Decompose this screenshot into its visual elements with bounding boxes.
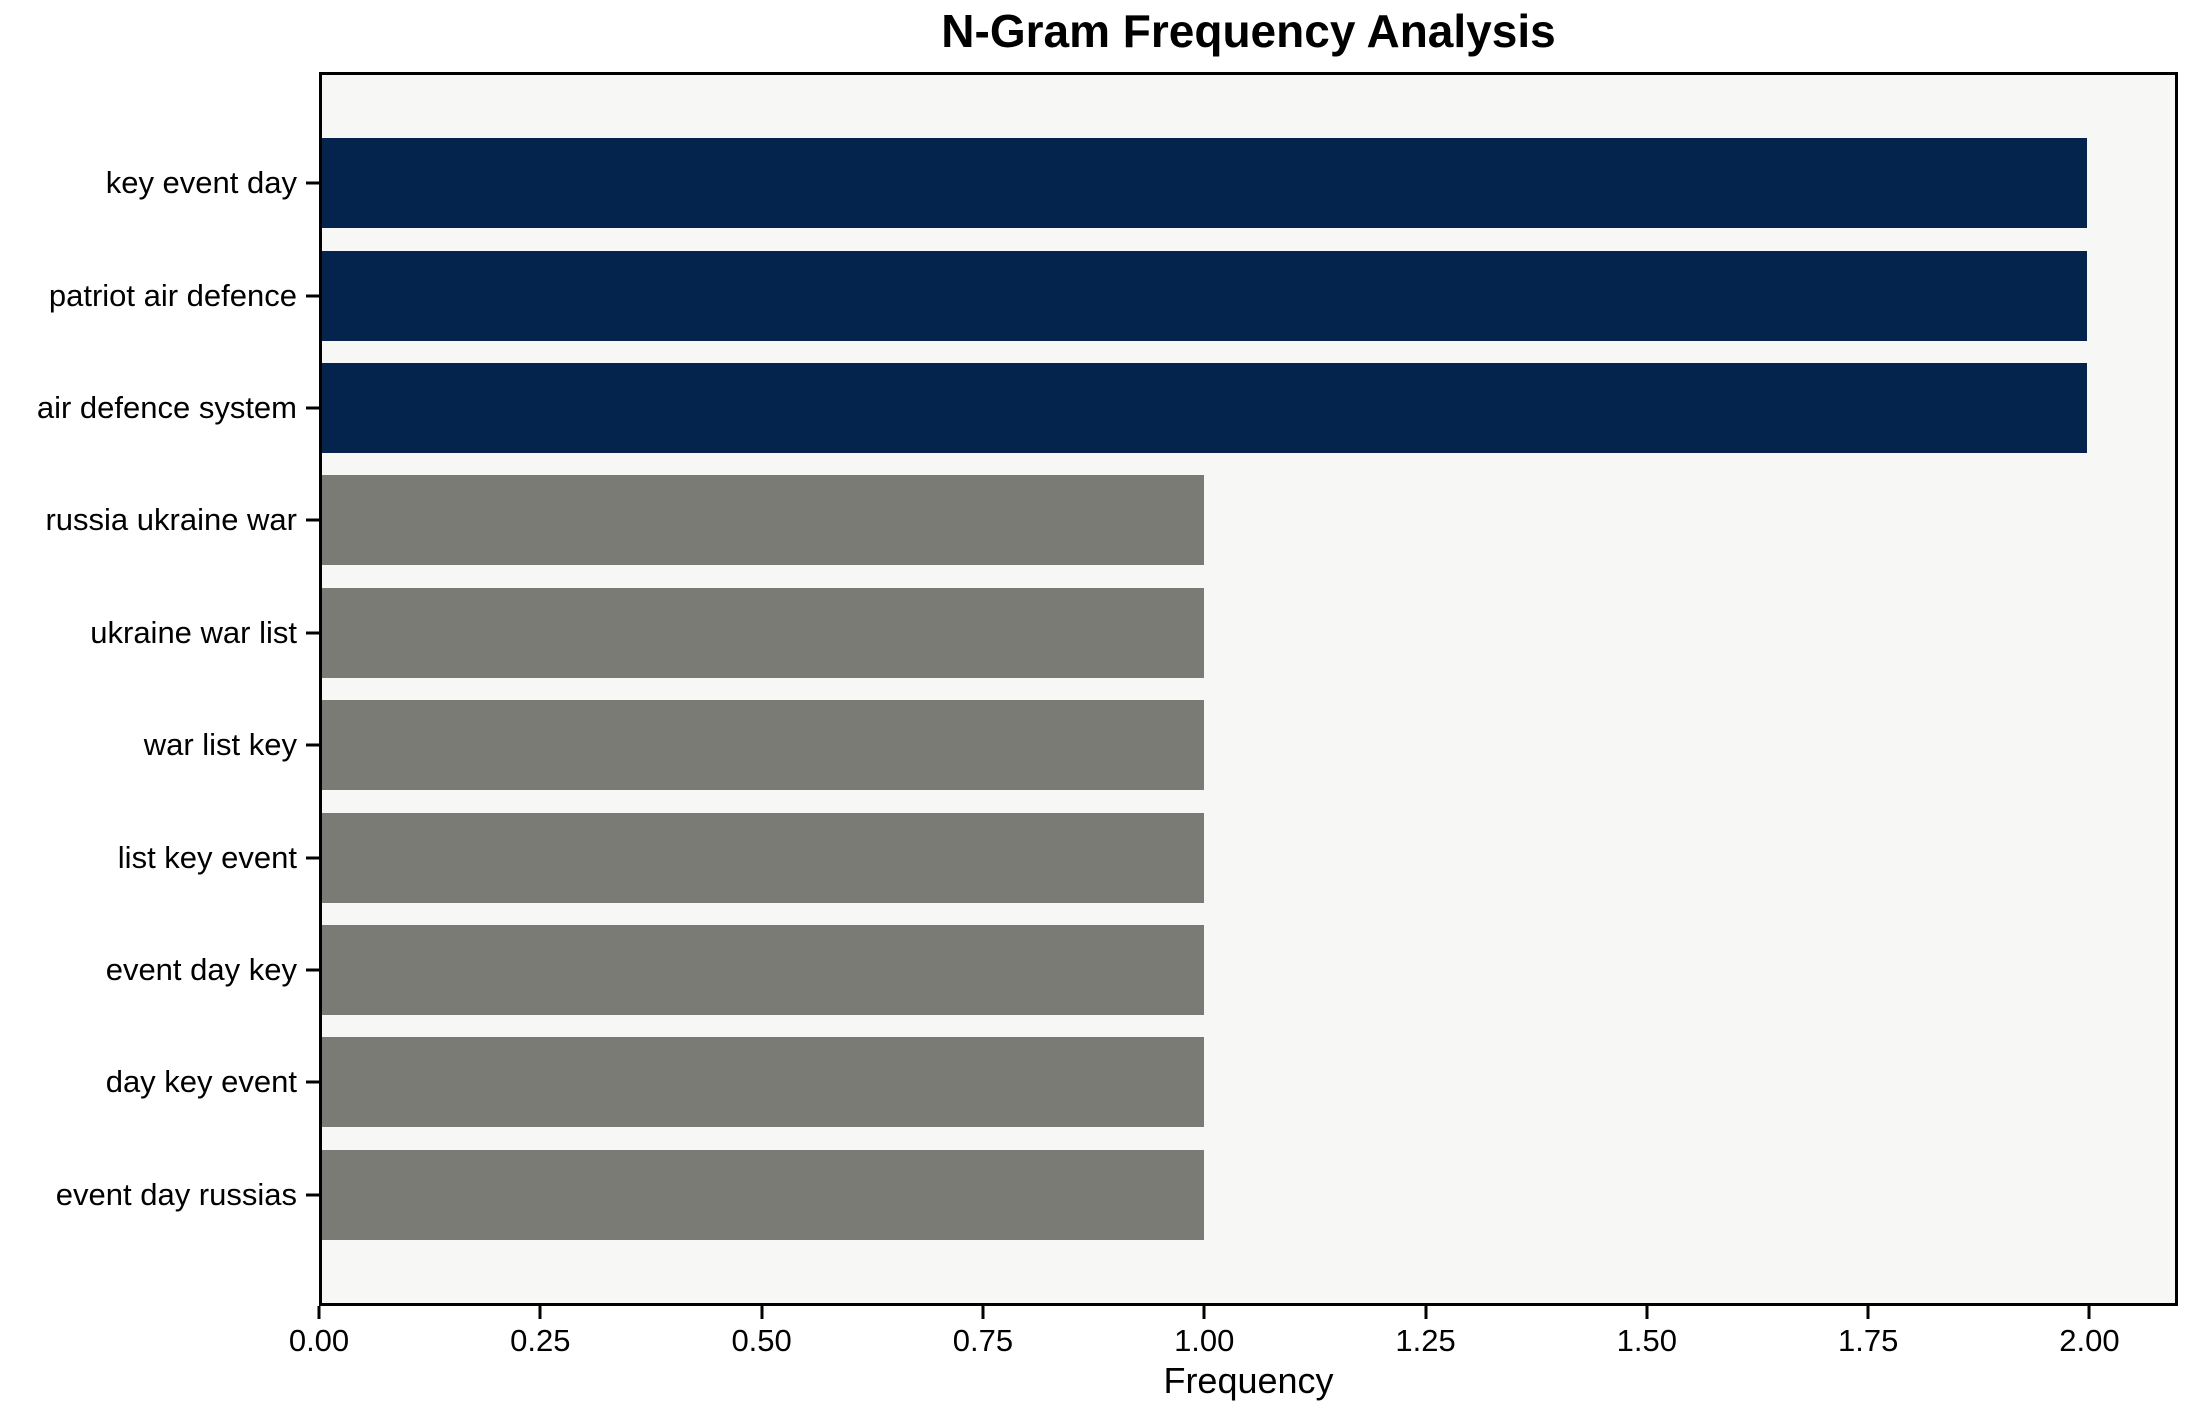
bar-row: event day russias bbox=[56, 1139, 2175, 1251]
x-tick-label: 1.75 bbox=[1837, 1323, 1899, 1358]
y-tick-mark bbox=[306, 181, 319, 185]
x-tick-mark bbox=[1645, 1306, 1649, 1319]
bar-row: ukraine war list bbox=[90, 577, 2175, 689]
bar-patriot-air-defence bbox=[322, 250, 2087, 341]
x-tick-label: 1.50 bbox=[1616, 1323, 1678, 1358]
bar-key-event-day bbox=[322, 138, 2087, 229]
y-tick-mark bbox=[306, 631, 319, 635]
bar-russia-ukraine-war bbox=[322, 475, 1205, 566]
y-tick-label: day key event bbox=[105, 1064, 297, 1100]
x-axis-label: Frequency bbox=[1163, 1360, 1334, 1401]
bar-war-list-key bbox=[322, 700, 1205, 791]
plot-area: key event day patriot air defence air defe… bbox=[37, 72, 2178, 1306]
y-tick-label: war list key bbox=[143, 727, 297, 763]
bar-list-key-event bbox=[322, 812, 1205, 903]
x-tick-mark bbox=[981, 1306, 985, 1319]
bar-row: list key event bbox=[118, 801, 2175, 913]
x-tick-mark bbox=[538, 1306, 542, 1319]
y-tick-mark bbox=[306, 1193, 319, 1197]
x-tick-label: 0.75 bbox=[952, 1323, 1014, 1358]
y-tick-label: russia ukraine war bbox=[45, 502, 297, 538]
y-tick-label: event day russias bbox=[55, 1176, 297, 1212]
y-tick-label: patriot air defence bbox=[48, 277, 297, 313]
y-tick-label: key event day bbox=[105, 165, 297, 201]
x-tick-mark bbox=[2087, 1306, 2091, 1319]
y-tick-mark bbox=[306, 968, 319, 972]
bar-row: patriot air defence bbox=[49, 239, 2175, 351]
chart-title: N-Gram Frequency Analysis bbox=[941, 5, 1556, 57]
bar-row: day key event bbox=[106, 1026, 2175, 1138]
bar-row: air defence system bbox=[37, 352, 2175, 464]
y-tick-label: ukraine war list bbox=[90, 614, 297, 650]
bar-rows-container: key event day patriot air defence air defe… bbox=[37, 75, 2175, 1303]
y-tick-mark bbox=[306, 743, 319, 747]
bar-event-day-key bbox=[322, 925, 1205, 1015]
x-tick-mark bbox=[760, 1306, 764, 1319]
x-tick-mark bbox=[317, 1306, 321, 1319]
x-tick-mark bbox=[1424, 1306, 1428, 1319]
bar-air-defence-system bbox=[322, 363, 2087, 453]
x-tick-label: 2.00 bbox=[2059, 1323, 2120, 1358]
x-tick-mark bbox=[1202, 1306, 1206, 1319]
bar-event-day-russias bbox=[322, 1149, 1205, 1240]
y-tick-mark bbox=[306, 518, 319, 522]
y-tick-mark bbox=[306, 406, 319, 410]
x-tick-label: 1.25 bbox=[1395, 1323, 1456, 1358]
bar-row: event day key bbox=[106, 914, 2175, 1026]
y-tick-label: air defence system bbox=[36, 390, 297, 426]
bar-ukraine-war-list bbox=[322, 587, 1205, 678]
y-tick-mark bbox=[306, 856, 319, 860]
x-tick-label: 0.50 bbox=[731, 1323, 792, 1358]
bar-row: russia ukraine war bbox=[45, 464, 2175, 576]
x-tick-label: 0.00 bbox=[288, 1323, 350, 1358]
y-tick-mark bbox=[306, 1080, 319, 1084]
y-tick-label: event day key bbox=[105, 952, 297, 988]
bar-day-key-event bbox=[322, 1037, 1205, 1128]
x-tick-mark bbox=[1866, 1306, 1870, 1319]
bar-row: war list key bbox=[144, 689, 2175, 801]
x-tick-label: 0.25 bbox=[510, 1323, 571, 1358]
y-tick-mark bbox=[306, 294, 319, 298]
x-tick-label: 1.00 bbox=[1174, 1323, 1235, 1358]
bar-row: key event day bbox=[106, 127, 2175, 239]
y-tick-label: list key event bbox=[117, 839, 297, 875]
